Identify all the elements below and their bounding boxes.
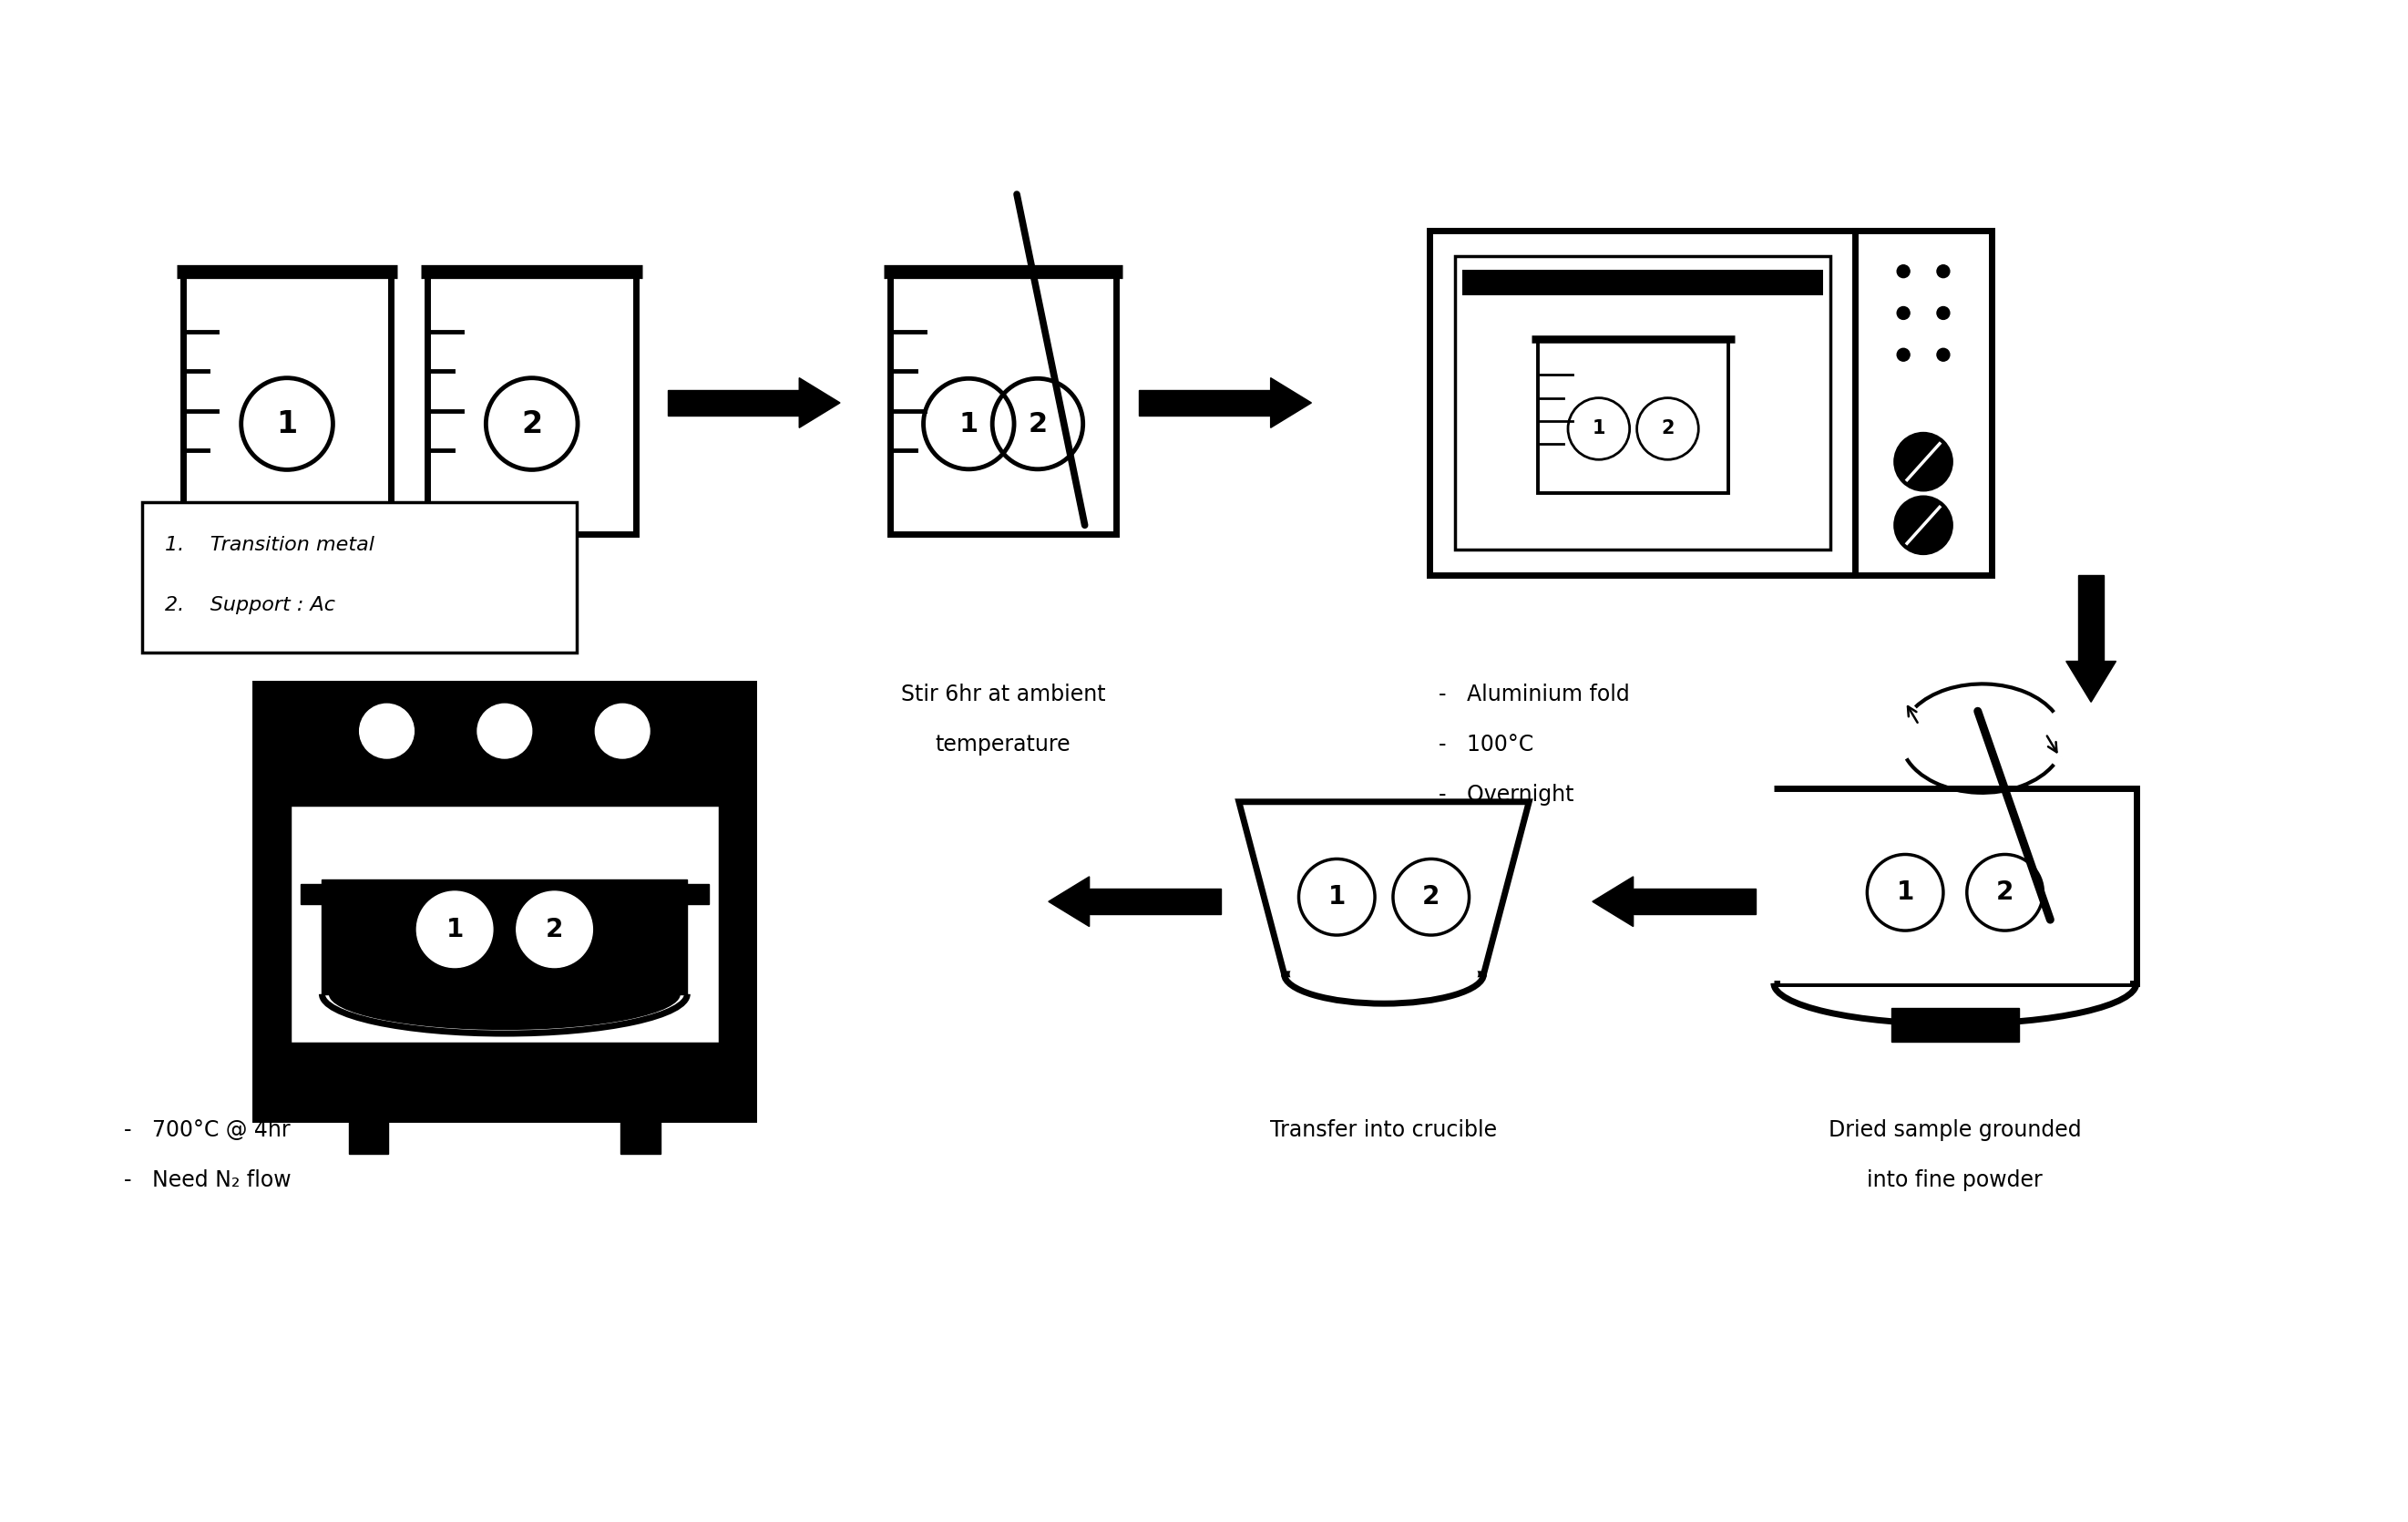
Bar [289,805,720,1044]
Bar [323,880,686,994]
Circle shape [1936,306,1950,320]
Text: solute the solution: solute the solution [308,734,510,755]
Text: 1: 1 [1329,884,1346,910]
Circle shape [515,892,592,968]
Text: 2: 2 [520,409,542,438]
Text: 1: 1 [445,916,462,942]
Text: 1: 1 [1592,420,1606,438]
Circle shape [1936,265,1950,277]
Bar [1139,390,1271,416]
Text: Dried sample grounded: Dried sample grounded [1828,1119,2081,1142]
Polygon shape [2066,661,2117,702]
Polygon shape [1780,793,2131,983]
Text: Stir 6hr at ambient: Stir 6hr at ambient [901,683,1105,706]
Circle shape [1898,265,1910,277]
Text: -   Need N₂ flow: - Need N₂ flow [123,1169,291,1190]
Text: -   100°C: - 100°C [1438,734,1534,755]
Bar [891,271,1117,534]
Circle shape [1898,306,1910,320]
Bar [255,683,754,1119]
Circle shape [417,892,494,968]
Text: 2: 2 [1996,880,2013,906]
Polygon shape [1775,788,2136,983]
Text: temperature: temperature [934,734,1072,755]
Text: Add DI to both beaker to: Add DI to both beaker to [277,683,542,706]
Text: 2: 2 [1028,411,1047,437]
Circle shape [477,703,532,758]
Bar [2078,575,2105,661]
Bar [1088,889,1221,915]
Bar [1893,1008,2018,1043]
Polygon shape [1238,802,1529,974]
Polygon shape [799,377,840,428]
Text: 1: 1 [958,411,978,437]
Text: 2: 2 [547,916,563,942]
Text: 1: 1 [277,409,299,438]
Text: 2.    Support : Ac: 2. Support : Ac [164,597,335,615]
Bar [183,271,390,534]
Bar [1462,269,1823,295]
Text: -   Overnight: - Overnight [1438,784,1575,805]
Polygon shape [1271,377,1312,428]
Ellipse shape [1291,950,1479,998]
Circle shape [1936,349,1950,361]
Text: 1.    Transition metal: 1. Transition metal [164,536,373,554]
Bar [301,884,708,904]
Circle shape [1893,495,1953,556]
Circle shape [1893,432,1953,492]
Bar [429,271,636,534]
Circle shape [595,703,650,758]
Text: 1: 1 [1898,880,1914,906]
Text: into fine powder: into fine powder [1866,1169,2042,1190]
Polygon shape [1592,877,1633,927]
Text: 2: 2 [1423,884,1440,910]
Ellipse shape [330,959,681,1030]
Bar [621,1117,660,1154]
Text: 2: 2 [1662,420,1674,438]
Text: -   Aluminium fold: - Aluminium fold [1438,683,1630,706]
Bar [1454,256,1830,549]
Polygon shape [1047,877,1088,927]
Bar [1633,889,1755,915]
Circle shape [1898,349,1910,361]
Bar [1430,230,1991,575]
Text: Transfer into crucible: Transfer into crucible [1271,1119,1498,1142]
Bar [142,502,578,653]
Bar [349,1117,388,1154]
Bar [667,390,799,416]
Bar [1539,339,1729,493]
Circle shape [359,703,414,758]
Text: -   700°C @ 4hr: - 700°C @ 4hr [123,1119,291,1142]
